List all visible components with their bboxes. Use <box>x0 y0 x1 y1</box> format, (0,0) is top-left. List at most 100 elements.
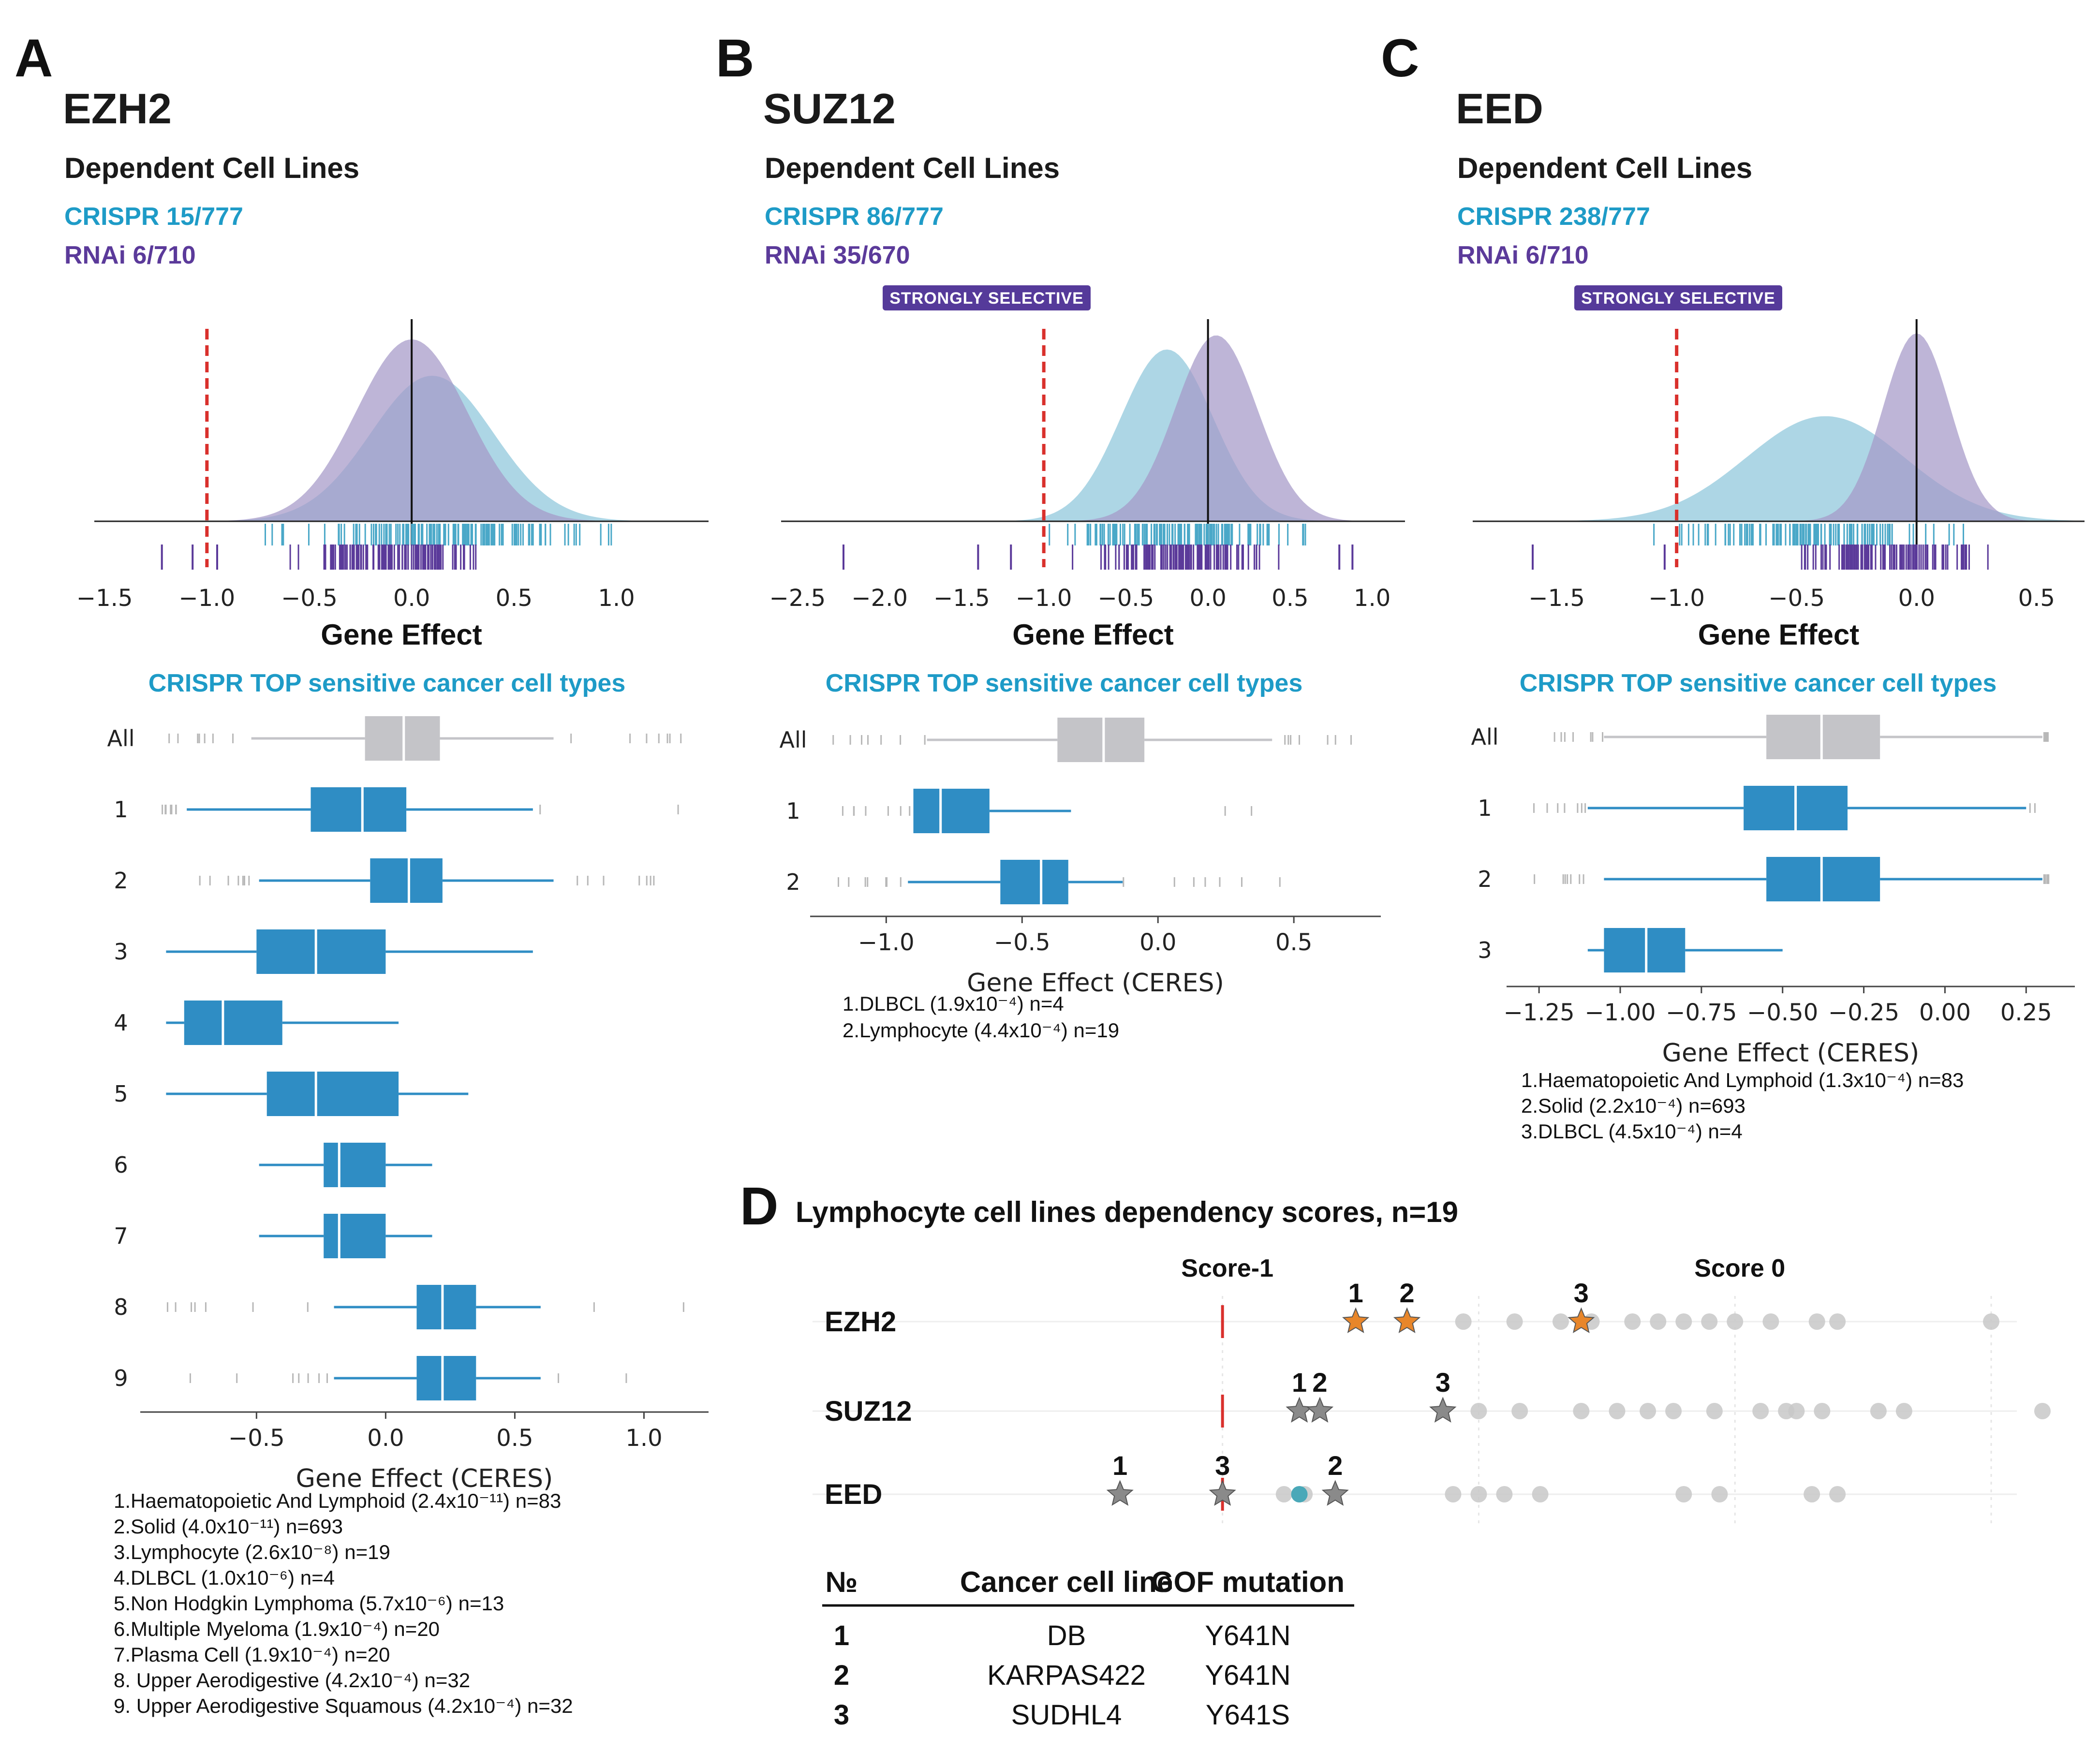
legend-entry: 1.Haematopoietic And Lymphoid (1.3x10⁻⁴)… <box>1521 1069 1964 1091</box>
table-cell-cell-line: SUDHL4 <box>1011 1699 1122 1731</box>
cell-line-dot <box>1455 1313 1472 1330</box>
highlight-dot <box>1291 1486 1308 1502</box>
star-number-label: 2 <box>1312 1367 1327 1398</box>
box-x-tick-label: 0.00 <box>1919 999 1971 1026</box>
legend-entry: 8. Upper Aerodigestive (4.2x10⁻⁴) n=32 <box>114 1669 470 1692</box>
box-iqr <box>416 1285 476 1329</box>
row-label: 3 <box>1478 937 1492 963</box>
crispr-density <box>781 349 1405 521</box>
box-x-tick-label: −0.25 <box>1828 999 1899 1026</box>
box-row-2: 2 <box>786 860 1281 904</box>
rnai-rug <box>161 545 477 570</box>
legend-entry: 9. Upper Aerodigestive Squamous (4.2x10⁻… <box>114 1694 573 1717</box>
row-label: All <box>1471 724 1498 750</box>
row-gene-label: EED <box>825 1479 882 1510</box>
cell-line-dot <box>1445 1486 1462 1502</box>
x-tick-label: 0.5 <box>2018 585 2055 612</box>
cell-line-dot <box>1829 1486 1846 1502</box>
legend-entry: 1.DLBCL (1.9x10⁻⁴) n=4 <box>843 992 1064 1015</box>
x-tick-label: 1.0 <box>1354 585 1390 612</box>
cell-line-dot <box>1983 1313 2000 1330</box>
star-number-label: 2 <box>1400 1278 1415 1308</box>
legend-entry: 4.DLBCL (1.0x10⁻⁶) n=4 <box>114 1566 335 1589</box>
cell-line-dot <box>1895 1403 1912 1419</box>
panel-c-density: C EED Dependent Cell Lines CRISPR 238/777 RN… <box>1381 29 2085 651</box>
panel-a-boxplot: CRISPR TOP sensitive cancer cell types Al… <box>107 669 709 1717</box>
score-zero-label: Score 0 <box>1694 1254 1785 1282</box>
crispr-rug <box>1653 524 1965 545</box>
flier-ticks <box>162 805 679 814</box>
crispr-rug <box>265 524 612 545</box>
panel-label-a: A <box>15 29 53 88</box>
box-x-tick-label: −0.50 <box>1747 999 1818 1026</box>
x-tick-label: −2.0 <box>851 585 908 612</box>
box-row-3: 3 <box>114 929 533 974</box>
rnai-rug <box>843 545 1354 570</box>
rnai-count: RNAi 35/670 <box>765 241 910 269</box>
cell-line-dot <box>1650 1313 1667 1330</box>
star-marker <box>1321 1480 1349 1506</box>
badge-label: STRONGLY SELECTIVE <box>1581 289 1775 308</box>
box-x-tick-label: 0.0 <box>367 1425 404 1452</box>
row-label: 2 <box>786 869 800 895</box>
row-label: 9 <box>114 1365 128 1391</box>
strongly-selective-badge <box>883 285 1091 310</box>
table-cell-mutation: Y641N <box>1205 1620 1290 1651</box>
panel-c-boxplot: CRISPR TOP sensitive cancer cell types Al… <box>1471 669 2075 1143</box>
x-tick-label: 0.0 <box>393 585 430 612</box>
x-axis-label: Gene Effect <box>1012 618 1173 651</box>
dependency-row-suz12: SUZ12 1 2 3 <box>813 1367 2051 1428</box>
box-iqr <box>311 787 407 832</box>
cell-line-dot <box>1870 1403 1887 1419</box>
x-tick-label: −1.0 <box>1016 585 1072 612</box>
table-cell-cell-line: KARPAS422 <box>987 1660 1146 1691</box>
cell-line-dot <box>2034 1403 2051 1419</box>
box-row-4: 4 <box>114 1001 399 1045</box>
panel-label-c: C <box>1381 29 1419 88</box>
row-label: All <box>779 727 807 753</box>
cell-line-dot <box>1470 1403 1487 1419</box>
legend-entry: 7.Plasma Cell (1.9x10⁻⁴) n=20 <box>114 1643 390 1666</box>
legend-entry: 5.Non Hodgkin Lymphoma (5.7x10⁻⁶) n=13 <box>114 1592 504 1615</box>
row-label: 4 <box>114 1010 128 1036</box>
box-row-1: 1 <box>114 787 679 832</box>
box-iqr <box>324 1214 386 1258</box>
box-row-5: 5 <box>114 1072 469 1116</box>
star-marker <box>1429 1397 1457 1423</box>
x-tick-label: 0.5 <box>496 585 532 612</box>
box-iqr <box>1766 715 1880 759</box>
star-marker <box>1342 1307 1370 1333</box>
box-x-axis-label: Gene Effect (CERES) <box>296 1464 553 1493</box>
box-iqr <box>184 1001 282 1045</box>
box-x-tick-label: −1.00 <box>1584 999 1656 1026</box>
cell-line-dot <box>1470 1486 1487 1502</box>
box-iqr <box>1057 718 1145 762</box>
cell-line-dot <box>1506 1313 1523 1330</box>
box-iqr <box>365 716 440 761</box>
box-x-tick-label: −1.25 <box>1504 999 1575 1026</box>
legend-entry: 6.Multiple Myeloma (1.9x10⁻⁴) n=20 <box>114 1618 440 1640</box>
box-x-tick-label: 0.5 <box>1275 929 1312 956</box>
box-x-tick-label: −0.5 <box>228 1425 285 1452</box>
legend-entry: 1.Haematopoietic And Lymphoid (2.4x10⁻¹¹… <box>114 1489 561 1512</box>
box-x-tick-label: 0.0 <box>1139 929 1176 956</box>
cell-line-dot <box>1511 1403 1528 1419</box>
cell-line-dot <box>1762 1313 1779 1330</box>
flier-ticks <box>1534 874 2050 884</box>
crispr-count: CRISPR 238/777 <box>1457 203 1650 231</box>
star-marker <box>1106 1480 1134 1506</box>
x-tick-label: −1.0 <box>1648 585 1705 612</box>
dependency-row-eed: EED 1 3 2 <box>813 1450 2017 1511</box>
box-row-all: All <box>1471 715 2049 759</box>
legend-entry: 2.Lymphocyte (4.4x10⁻⁴) n=19 <box>843 1019 1119 1042</box>
star-number-label: 3 <box>1215 1450 1230 1481</box>
cell-line-dot <box>1727 1313 1744 1330</box>
cell-line-dot <box>1609 1403 1626 1419</box>
box-row-6: 6 <box>114 1143 432 1187</box>
box-x-tick-label: 0.5 <box>496 1425 533 1452</box>
row-label: 2 <box>114 868 128 894</box>
box-row-1: 1 <box>1478 786 2036 830</box>
